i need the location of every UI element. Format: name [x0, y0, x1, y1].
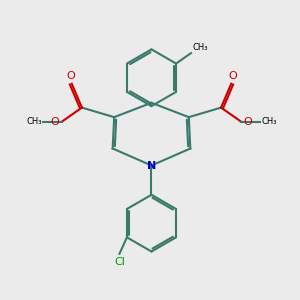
Text: O: O	[244, 117, 252, 127]
Text: CH₃: CH₃	[26, 117, 42, 126]
Text: O: O	[66, 71, 75, 81]
Text: N: N	[147, 160, 156, 170]
Text: Cl: Cl	[114, 257, 125, 267]
Text: O: O	[228, 71, 237, 81]
Text: CH₃: CH₃	[193, 43, 208, 52]
Text: CH₃: CH₃	[261, 117, 277, 126]
Text: O: O	[51, 117, 59, 127]
